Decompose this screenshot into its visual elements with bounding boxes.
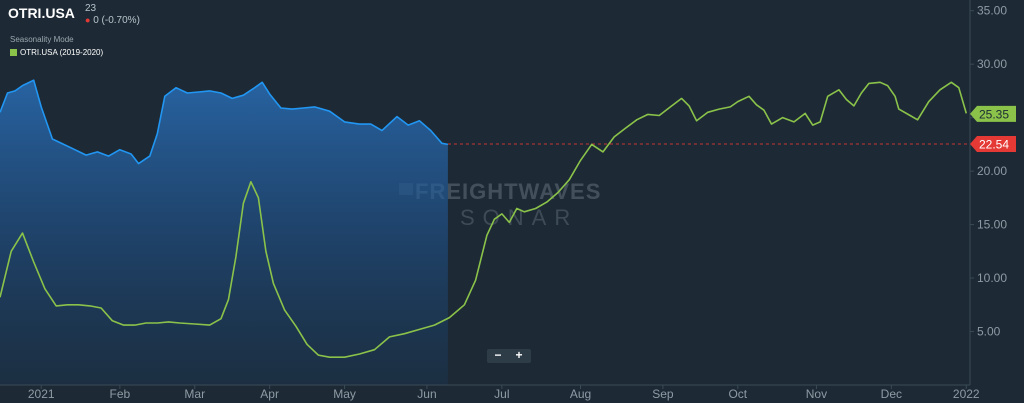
legend-label: OTRI.USA (2019-2020) <box>20 48 104 57</box>
x-axis: 2021 Feb Mar Apr May Jun Jul Aug Sep Oct Nov Dec 202… <box>28 385 980 401</box>
reference-value-tag: 22.54 <box>970 135 1016 152</box>
watermark-line2: SONAR <box>460 205 578 230</box>
seasonality-mode-label: Seasonality Mode <box>10 35 74 44</box>
x-tick-label: Nov <box>806 387 827 401</box>
x-tick-label: Feb <box>110 387 131 401</box>
change-value: ● 0 (-0.70%) <box>85 15 140 26</box>
zoom-controls: − + <box>487 349 531 363</box>
reference-value-tag-text: 22.54 <box>979 137 1009 151</box>
y-tick-label: 5.00 <box>977 325 1001 339</box>
y-tick-label: 35.00 <box>977 4 1007 18</box>
last-value-tag-text: 25.35 <box>979 107 1009 121</box>
change-text: 0 (-0.70%) <box>93 15 140 26</box>
y-tick-label: 20.00 <box>977 164 1007 178</box>
chart-header: OTRI.USA 23 ● 0 (-0.70%) <box>8 3 140 26</box>
x-tick-label: Jun <box>417 387 436 401</box>
x-tick-label: May <box>333 387 356 401</box>
x-tick-label: 2022 <box>953 387 980 401</box>
y-tick-label: 10.00 <box>977 271 1007 285</box>
plot-area <box>0 79 970 385</box>
y-tick-label: 30.00 <box>977 57 1007 71</box>
y-axis: 5.0010.0015.0020.0025.0030.0035.0022.542… <box>970 4 1016 339</box>
x-tick-label: Dec <box>881 387 902 401</box>
y-tick-label: 15.00 <box>977 218 1007 232</box>
reference-value-tag-shape <box>970 135 1016 152</box>
ticker-symbol[interactable]: OTRI.USA <box>8 5 75 21</box>
x-tick-label: Apr <box>260 387 279 401</box>
change-dot-icon: ● <box>85 15 91 25</box>
last-value-tag: 25.35 <box>970 105 1016 122</box>
zoom-out-button[interactable]: − <box>494 348 502 362</box>
series-line-current <box>0 79 449 165</box>
series-line-seasonal <box>0 81 968 358</box>
x-tick-label: Mar <box>184 387 205 401</box>
series-area-fill <box>0 80 448 385</box>
zoom-in-button[interactable]: + <box>515 348 523 362</box>
current-value: 23 <box>85 3 97 14</box>
x-tick-label: Aug <box>570 387 591 401</box>
last-value-tag-shape <box>970 105 1016 122</box>
x-tick-label: Jul <box>494 387 509 401</box>
legend-swatch <box>10 49 17 56</box>
x-tick-label: Oct <box>728 387 747 401</box>
legend-item-seasonal[interactable]: OTRI.USA (2019-2020) <box>10 48 103 57</box>
x-tick-label: Sep <box>652 387 674 401</box>
x-tick-label: 2021 <box>28 387 55 401</box>
